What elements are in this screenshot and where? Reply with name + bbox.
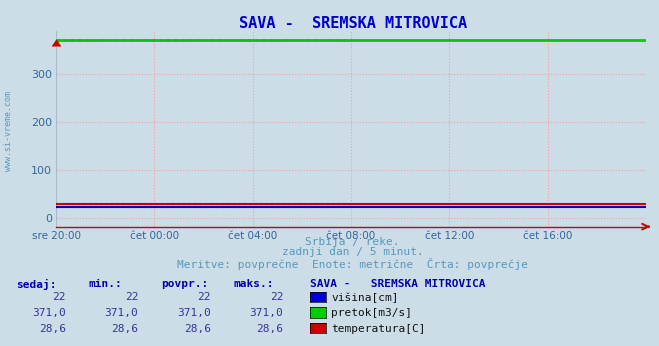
Text: 22: 22 bbox=[198, 292, 211, 302]
Text: 22: 22 bbox=[53, 292, 66, 302]
Text: povpr.:: povpr.: bbox=[161, 279, 209, 289]
Text: 22: 22 bbox=[270, 292, 283, 302]
Text: zadnji dan / 5 minut.: zadnji dan / 5 minut. bbox=[281, 247, 424, 257]
Text: 371,0: 371,0 bbox=[105, 308, 138, 318]
Text: višina[cm]: višina[cm] bbox=[331, 292, 399, 303]
Text: 371,0: 371,0 bbox=[32, 308, 66, 318]
Text: 371,0: 371,0 bbox=[250, 308, 283, 318]
Text: Srbija / reke.: Srbija / reke. bbox=[305, 237, 400, 247]
Text: 28,6: 28,6 bbox=[256, 324, 283, 334]
Text: 22: 22 bbox=[125, 292, 138, 302]
Text: min.:: min.: bbox=[89, 279, 123, 289]
Text: maks.:: maks.: bbox=[234, 279, 274, 289]
Text: SAVA -   SREMSKA MITROVICA: SAVA - SREMSKA MITROVICA bbox=[310, 279, 485, 289]
Text: sedaj:: sedaj: bbox=[16, 279, 57, 290]
Text: www.si-vreme.com: www.si-vreme.com bbox=[4, 91, 13, 172]
Text: pretok[m3/s]: pretok[m3/s] bbox=[331, 308, 413, 318]
Text: 28,6: 28,6 bbox=[184, 324, 211, 334]
Text: 371,0: 371,0 bbox=[177, 308, 211, 318]
Text: Meritve: povprečne  Enote: metrične  Črta: povprečje: Meritve: povprečne Enote: metrične Črta:… bbox=[177, 258, 528, 270]
Text: temperatura[C]: temperatura[C] bbox=[331, 324, 426, 334]
Text: 28,6: 28,6 bbox=[111, 324, 138, 334]
Text: SAVA -  SREMSKA MITROVICA: SAVA - SREMSKA MITROVICA bbox=[239, 16, 467, 30]
Text: 28,6: 28,6 bbox=[39, 324, 66, 334]
